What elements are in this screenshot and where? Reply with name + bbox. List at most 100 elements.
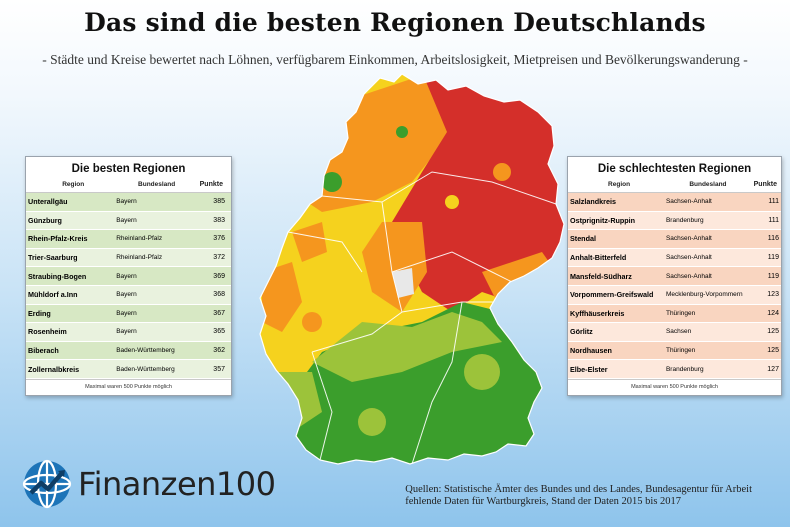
row-state: Brandenburg bbox=[665, 365, 704, 373]
best-table-row: Trier-Saarburg Rheinland-Pfalz 372 bbox=[26, 248, 231, 268]
header-region: Region bbox=[62, 181, 85, 188]
best-table-row: Mühldorf a.Inn Bayern 368 bbox=[26, 285, 231, 305]
row-state: Sachsen-Anhalt bbox=[665, 272, 712, 280]
row-region: Unterallgäu bbox=[28, 197, 68, 207]
best-regions-panel: Die besten Regionen Region Bundesland Pu… bbox=[25, 156, 232, 396]
best-table-row: Straubing-Bogen Bayern 369 bbox=[26, 267, 231, 286]
row-points: 123 bbox=[767, 291, 779, 299]
map-region-below-patch bbox=[520, 320, 544, 344]
map-region-good-patch bbox=[358, 408, 386, 436]
row-state: Thüringen bbox=[665, 347, 696, 355]
best-regions-title: Die besten Regionen bbox=[71, 163, 186, 175]
row-region: Görlitz bbox=[570, 327, 593, 337]
map-region-medium-patch bbox=[493, 163, 511, 181]
row-region: Biberach bbox=[28, 346, 59, 356]
best-table-row: Erding Bayern 367 bbox=[26, 304, 231, 324]
row-points: 111 bbox=[768, 216, 779, 224]
row-points: 124 bbox=[767, 309, 779, 317]
header-region: Region bbox=[608, 181, 631, 188]
row-region: Zollernalbkreis bbox=[28, 364, 80, 374]
worst-regions-title: Die schlechtesten Regionen bbox=[597, 163, 752, 175]
row-region: Rhein-Pfalz-Kreis bbox=[28, 234, 88, 244]
map-region-best-patch bbox=[322, 172, 342, 192]
source-line-1: Quellen: Statistische Ämter des Bundes u… bbox=[405, 484, 752, 495]
row-points: 385 bbox=[213, 198, 225, 206]
row-state: Baden-Württemberg bbox=[116, 365, 175, 373]
row-state: Sachsen bbox=[665, 328, 692, 336]
map-region-good-patch bbox=[464, 354, 500, 390]
page-subtitle: - Städte und Kreise bewertet nach Löhnen… bbox=[42, 52, 748, 67]
row-state: Bayern bbox=[116, 328, 137, 336]
row-points: 127 bbox=[767, 365, 779, 373]
row-points: 376 bbox=[213, 235, 225, 243]
row-state: Thüringen bbox=[665, 309, 696, 317]
worst-table-row: Nordhausen Thüringen 125 bbox=[568, 341, 781, 361]
row-region: Mansfeld-Südharz bbox=[570, 271, 632, 281]
row-region: Anhalt-Bitterfeld bbox=[570, 253, 627, 263]
worst-table-row: Mansfeld-Südharz Sachsen-Anhalt 119 bbox=[568, 267, 781, 286]
map-region-good-band bbox=[312, 312, 502, 382]
row-state: Rheinland-Pfalz bbox=[116, 235, 163, 243]
worst-table-body: Salzlandkreis Sachsen-Anhalt 111 Ostprignit… bbox=[568, 193, 781, 379]
row-region: Mühldorf a.Inn bbox=[28, 290, 78, 300]
row-region: Erding bbox=[28, 308, 51, 318]
row-points: 119 bbox=[767, 272, 779, 280]
row-region: Rosenheim bbox=[28, 327, 67, 337]
worst-table-row: Görlitz Sachsen 125 bbox=[568, 323, 781, 342]
row-points: 362 bbox=[213, 347, 225, 355]
germany-choropleth-map bbox=[259, 73, 565, 465]
header-points: Punkte bbox=[753, 181, 777, 188]
row-points: 369 bbox=[213, 272, 225, 280]
header-state: Bundesland bbox=[138, 181, 176, 188]
map-region-below-ruhr bbox=[292, 222, 327, 262]
row-state: Sachsen-Anhalt bbox=[665, 198, 712, 206]
best-table-header: Region Bundesland Punkte bbox=[26, 181, 231, 193]
row-region: Nordhausen bbox=[570, 346, 612, 356]
source-line-2: fehlende Daten für Wartburgkreis, Stand … bbox=[405, 496, 682, 507]
finanzen100-logo[interactable]: Finanzen100 bbox=[22, 459, 282, 515]
row-region: Stendal bbox=[570, 234, 596, 244]
map-region-best-patch bbox=[396, 126, 408, 138]
best-table-body: Unterallgäu Bayern 385 Günzburg Bayern 383 Rhe… bbox=[26, 193, 231, 379]
best-table-row: Günzburg Bayern 383 bbox=[26, 211, 231, 231]
globe-chart-icon bbox=[22, 459, 72, 509]
logo-number: 100 bbox=[215, 465, 276, 503]
worst-table-row: Anhalt-Bitterfeld Sachsen-Anhalt 119 bbox=[568, 248, 781, 268]
row-state: Bayern bbox=[116, 309, 137, 317]
row-state: Brandenburg bbox=[665, 216, 704, 224]
best-table-row: Unterallgäu Bayern 385 bbox=[26, 193, 231, 212]
map-region-below-west bbox=[262, 262, 302, 332]
row-points: 125 bbox=[767, 328, 779, 336]
row-state: Sachsen-Anhalt bbox=[665, 254, 712, 262]
row-region: Straubing-Bogen bbox=[28, 271, 87, 281]
row-points: 116 bbox=[767, 235, 779, 243]
row-points: 111 bbox=[768, 198, 779, 206]
row-state: Bayern bbox=[116, 272, 137, 280]
worst-table-header: Region Bundesland Punkte bbox=[568, 181, 781, 193]
worst-table-row: Kyffhäuserkreis Thüringen 124 bbox=[568, 304, 781, 324]
map-region-below-patch bbox=[302, 312, 322, 332]
row-points: 368 bbox=[213, 291, 225, 299]
logo-word: Finanzen bbox=[78, 465, 216, 503]
logo-wordmark: Finanzen100 bbox=[78, 465, 276, 503]
row-state: Rheinland-Pfalz bbox=[116, 254, 163, 262]
row-state: Sachsen-Anhalt bbox=[665, 235, 712, 243]
row-region: Ostprignitz-Ruppin bbox=[570, 215, 636, 225]
worst-table-note: Maximal waren 500 Punkte möglich bbox=[568, 378, 781, 395]
row-points: 119 bbox=[767, 254, 779, 262]
worst-table-row: Salzlandkreis Sachsen-Anhalt 111 bbox=[568, 193, 781, 212]
map-region-no-data bbox=[392, 268, 414, 298]
row-points: 383 bbox=[213, 216, 225, 224]
best-table-note: Maximal waren 500 Punkte möglich bbox=[26, 378, 231, 395]
best-table-row: Rhein-Pfalz-Kreis Rheinland-Pfalz 376 bbox=[26, 230, 231, 249]
row-state: Bayern bbox=[116, 291, 137, 299]
germany-outline bbox=[259, 73, 565, 465]
worst-table-row: Ostprignitz-Ruppin Brandenburg 111 bbox=[568, 211, 781, 231]
map-region-worst-east bbox=[392, 74, 564, 312]
best-table-row: Rosenheim Bayern 365 bbox=[26, 323, 231, 342]
row-points: 367 bbox=[213, 309, 225, 317]
row-points: 125 bbox=[767, 347, 779, 355]
worst-regions-panel: Die schlechtesten Regionen Region Bundes… bbox=[567, 156, 782, 396]
row-region: Trier-Saarburg bbox=[28, 253, 78, 263]
row-points: 365 bbox=[213, 328, 225, 336]
